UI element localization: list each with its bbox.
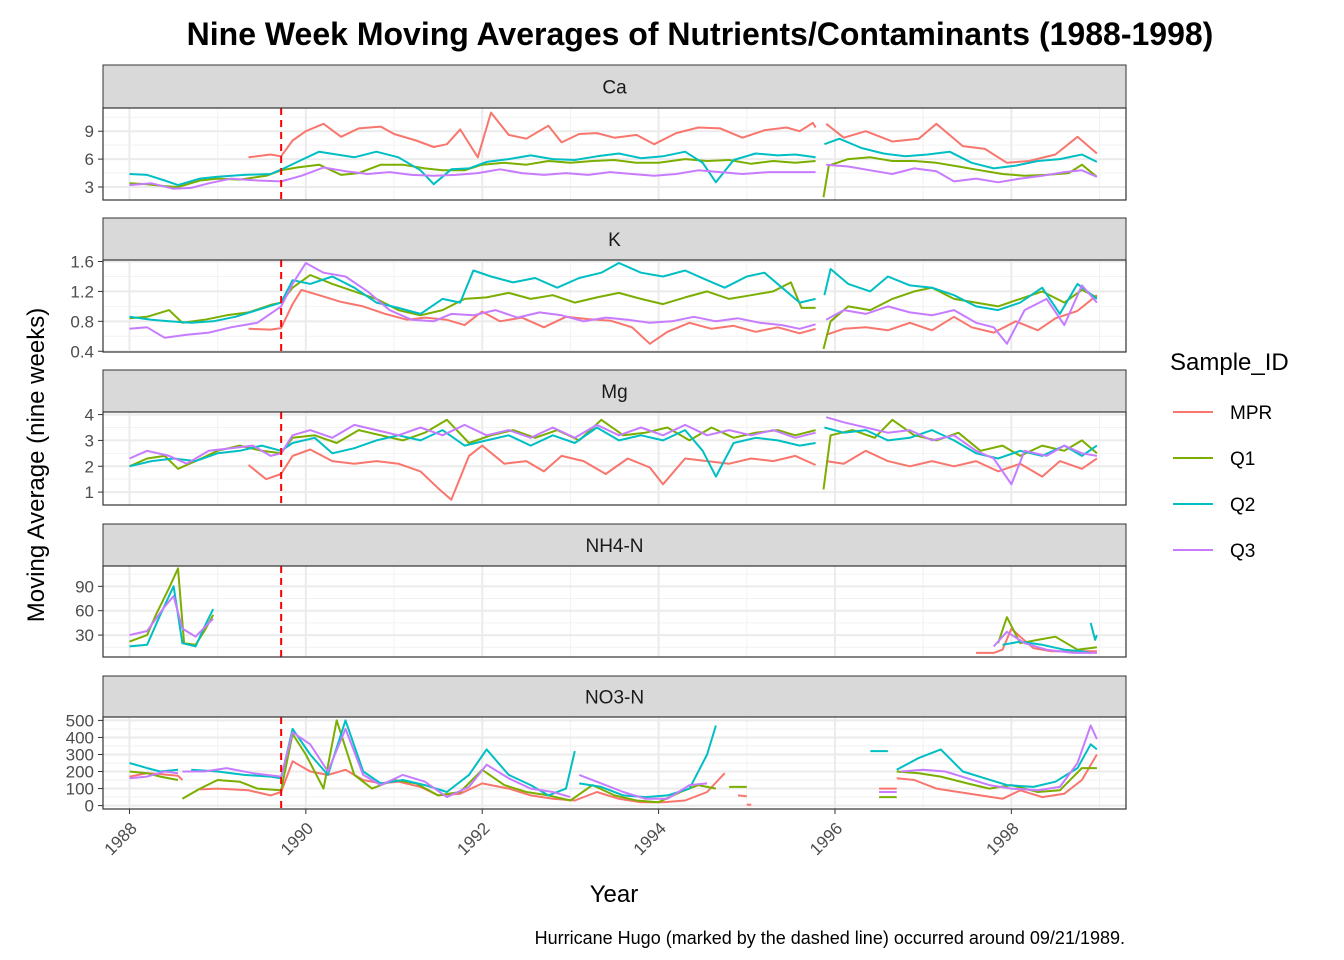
- series-line-mpr-no3-n: [896, 753, 1098, 800]
- y-tick-label: 30: [75, 626, 94, 645]
- series-line-mpr-k: [248, 288, 816, 345]
- series-line-q2-mg: [129, 426, 816, 478]
- series-line-q2-no3-n: [129, 762, 179, 773]
- strip-no3-n: [102, 675, 1127, 718]
- series-line-q3-no3-n: [578, 773, 708, 800]
- y-tick-label: 500: [66, 711, 94, 730]
- series-line-q3-mg: [825, 416, 1098, 486]
- series-line-q1-ca: [822, 156, 1098, 198]
- panel-border-nh4-n: [102, 565, 1127, 658]
- y-tick-label: 300: [66, 745, 94, 764]
- y-tick-label: 2: [85, 457, 94, 476]
- legend: Sample_ID MPR Q1 Q2 Q3: [1170, 349, 1289, 562]
- series-line-q1-k: [822, 286, 1098, 350]
- series-line-q1-no3-n: [181, 719, 717, 804]
- strip-label-ca: Ca: [602, 78, 627, 99]
- series-line-q2-ca: [824, 137, 1098, 170]
- series-lines-ca: [129, 111, 1098, 198]
- series-line-q3-ca: [826, 163, 1098, 184]
- strip-ca: [102, 64, 1127, 109]
- y-tick-label: 90: [75, 577, 94, 596]
- y-tick-label: 6: [85, 150, 94, 169]
- x-axis-title: Year: [590, 881, 639, 908]
- y-tick-label: 0.4: [70, 342, 94, 361]
- y-tick-label: 0.8: [70, 312, 94, 331]
- legend-label-q1: Q1: [1230, 449, 1255, 470]
- series-line-mpr-ca: [248, 111, 817, 159]
- series-line-q2-nh4-n: [1089, 622, 1098, 641]
- series-line-mpr-mg: [826, 449, 1098, 478]
- series-line-q2-no3-n: [579, 725, 717, 799]
- series-line-mpr-ca: [825, 122, 1098, 164]
- panel-border-no3-n: [102, 716, 1127, 810]
- chart-title: Nine Week Moving Averages of Nutrients/C…: [187, 16, 1214, 52]
- series-lines-no3-n: [129, 719, 1098, 806]
- facet-panels: Ca 3 6 9 K 0.4 0.8 1.2 1.6 Mg 1 2 3 4 NH4-N 30 60 90 NO3-N…: [66, 64, 1127, 816]
- series-line-mpr-k: [825, 294, 1098, 336]
- panel-border-ca: [102, 107, 1127, 201]
- series-line-q3-no3-n: [182, 727, 571, 799]
- series-lines-k: [129, 262, 1098, 350]
- series-line-q3-mg: [129, 423, 816, 465]
- series-line-mpr-mg: [247, 444, 817, 501]
- series-line-q1-k: [129, 274, 816, 324]
- gridlines-no3-n: [103, 717, 1126, 809]
- series-line-q3-ca: [129, 166, 816, 190]
- caption: Hurricane Hugo (marked by the dashed lin…: [535, 928, 1125, 948]
- series-lines-mg: [129, 416, 1098, 501]
- series-line-q3-k: [825, 284, 1098, 345]
- gridlines-nh4-n: [103, 566, 1126, 657]
- panel-nh4-n: NH4-N 30 60 90: [75, 523, 1127, 658]
- strip-label-mg: Mg: [601, 382, 627, 403]
- legend-label-mpr: MPR: [1230, 403, 1272, 424]
- panel-border-mg: [102, 411, 1127, 506]
- strip-nh4-n: [102, 523, 1127, 567]
- series-line-q3-no3-n: [901, 724, 1098, 792]
- series-line-q2-no3-n: [896, 743, 1098, 788]
- series-line-q1-nh4-n: [997, 616, 1098, 651]
- panel-k: K 0.4 0.8 1.2 1.6: [70, 217, 1127, 361]
- y-tick-label: 1: [85, 483, 94, 502]
- legend-title: Sample_ID: [1170, 349, 1289, 376]
- legend-label-q3: Q3: [1230, 541, 1255, 562]
- panel-area-mg: [103, 412, 1126, 505]
- series-line-q2-ca: [129, 150, 816, 187]
- series-line-q2-k: [823, 268, 1098, 315]
- series-line-mpr-no3-n: [129, 772, 184, 781]
- series-line-mpr-no3-n: [737, 794, 747, 798]
- strip-label-k: K: [608, 230, 621, 251]
- series-line-q3-nh4-n: [992, 630, 1097, 654]
- panel-border-k: [102, 259, 1127, 353]
- series-line-q3-nh4-n: [129, 595, 214, 638]
- y-tick-label: 4: [85, 406, 94, 425]
- strip-label-nh4-n: NH4-N: [585, 536, 643, 557]
- y-tick-label: 1.2: [70, 282, 94, 301]
- y-tick-label: 100: [66, 780, 94, 799]
- y-tick-label: 9: [85, 122, 94, 141]
- series-line-q2-k: [129, 262, 816, 324]
- y-axis-title: Moving Average (nine weeks): [23, 308, 50, 622]
- series-line-q2-nh4-n: [1002, 640, 1091, 654]
- panel-ca: Ca 3 6 9: [85, 64, 1127, 201]
- series-lines-nh4-n: [129, 567, 1098, 654]
- strip-label-no3-n: NO3-N: [585, 688, 644, 709]
- panel-mg: Mg 1 2 3 4: [85, 369, 1127, 506]
- series-line-q3-no3-n: [129, 770, 179, 780]
- strip-mg: [102, 369, 1127, 413]
- y-tick-label: 60: [75, 602, 94, 621]
- y-tick-label: 200: [66, 763, 94, 782]
- strip-k: [102, 217, 1127, 261]
- y-tick-label: 0: [85, 797, 94, 816]
- y-tick-label: 1.6: [70, 252, 94, 271]
- legend-label-q2: Q2: [1230, 495, 1255, 516]
- gridlines-mg: [103, 412, 1126, 505]
- y-tick-label: 3: [85, 178, 94, 197]
- y-tick-label: 3: [85, 431, 94, 450]
- y-tick-label: 400: [66, 728, 94, 747]
- series-line-q3-k: [129, 262, 816, 339]
- series-line-q2-no3-n: [191, 719, 576, 797]
